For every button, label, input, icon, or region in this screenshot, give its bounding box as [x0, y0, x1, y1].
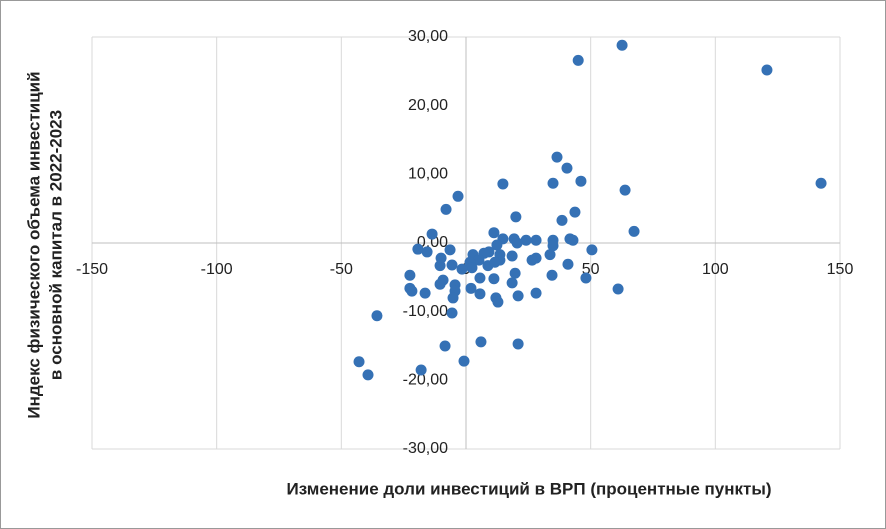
point: [474, 272, 486, 284]
y-tick-label: -30,00: [403, 440, 448, 457]
y-axis-label: Индекс физического объема инвестиций: [24, 71, 43, 418]
point: [446, 259, 458, 271]
y-tick-label: 10,00: [408, 166, 448, 183]
point: [489, 256, 501, 268]
point: [619, 184, 631, 196]
point: [546, 269, 558, 281]
x-tick-label: -100: [201, 261, 233, 278]
point: [421, 246, 433, 258]
point: [530, 234, 542, 246]
point: [547, 240, 559, 252]
point: [547, 177, 559, 189]
y-tick-label: -10,00: [403, 303, 448, 320]
point: [510, 211, 522, 223]
point: [509, 267, 521, 279]
point: [473, 254, 485, 266]
point: [512, 338, 524, 350]
point: [446, 307, 458, 319]
point: [520, 234, 532, 246]
point: [439, 340, 451, 352]
point: [556, 214, 568, 226]
point: [456, 263, 468, 275]
x-tick-label: -150: [76, 261, 108, 278]
x-axis-label: Изменение доли инвестиций в ВРП (процент…: [287, 479, 772, 498]
x-tick-label: 100: [702, 261, 729, 278]
point: [544, 249, 556, 261]
point: [492, 296, 504, 308]
point: [488, 273, 500, 285]
point: [815, 177, 827, 189]
point: [404, 269, 416, 281]
point: [419, 287, 431, 299]
point: [569, 206, 581, 218]
point: [353, 356, 365, 368]
point: [458, 355, 470, 367]
point: [474, 288, 486, 300]
point: [506, 250, 518, 262]
point: [434, 260, 446, 272]
point: [628, 225, 640, 237]
point: [572, 54, 584, 66]
point: [452, 190, 464, 202]
point: [580, 272, 592, 284]
y-tick-label: 0,00: [417, 234, 448, 251]
point: [567, 234, 579, 246]
y-tick-label: -20,00: [403, 372, 448, 389]
y-tick-label: 20,00: [408, 97, 448, 114]
point: [447, 292, 459, 304]
point: [526, 254, 538, 266]
point: [362, 369, 374, 381]
x-tick-label: 150: [827, 261, 854, 278]
point: [511, 237, 523, 249]
point: [562, 258, 574, 270]
point: [371, 310, 383, 322]
point: [415, 364, 427, 376]
point: [761, 64, 773, 76]
x-tick-label: -50: [330, 261, 353, 278]
point: [406, 285, 418, 297]
point: [512, 290, 524, 302]
point: [551, 151, 563, 163]
y-axis-label: в основной капитал в 2022-2023: [46, 110, 65, 380]
point: [434, 278, 446, 290]
point: [466, 262, 478, 274]
point: [575, 175, 587, 187]
point: [612, 283, 624, 295]
point: [616, 39, 628, 51]
point: [586, 244, 598, 256]
point: [412, 243, 424, 255]
point: [440, 203, 452, 215]
point: [426, 228, 438, 240]
point: [488, 227, 500, 239]
point: [444, 244, 456, 256]
y-tick-label: 30,00: [408, 28, 448, 45]
point: [465, 282, 477, 294]
point: [530, 287, 542, 299]
point: [497, 178, 509, 190]
point: [491, 239, 503, 251]
point: [506, 277, 518, 289]
point: [475, 336, 487, 348]
point: [561, 162, 573, 174]
